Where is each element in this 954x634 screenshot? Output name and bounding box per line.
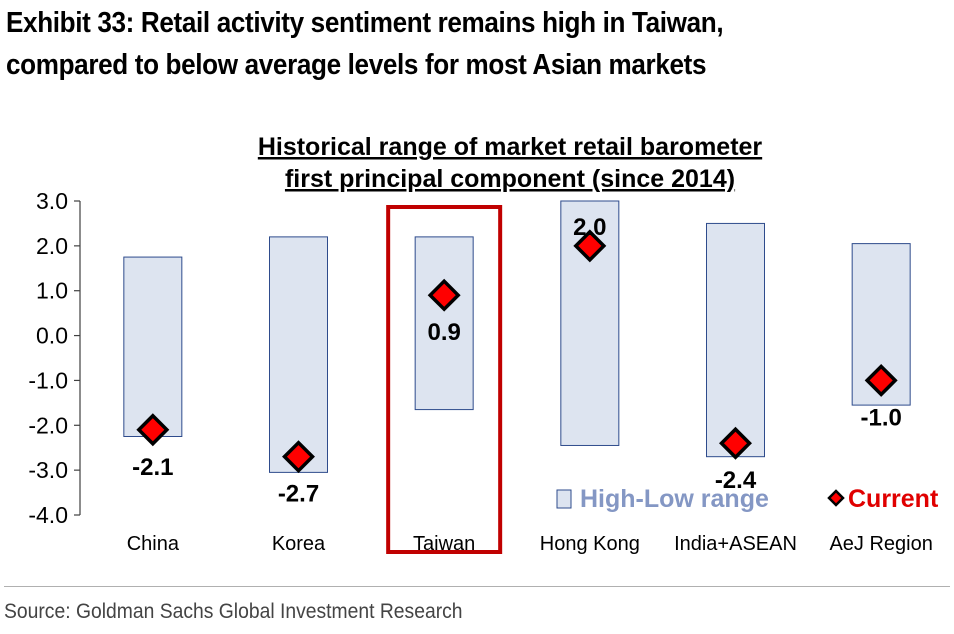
range-chart: Historical range of market retail barome… xyxy=(28,133,939,555)
range-bar xyxy=(414,236,474,411)
legend-range-label: High-Low range xyxy=(580,485,769,513)
x-tick-label: AeJ Region xyxy=(829,533,932,555)
current-label: -1.0 xyxy=(860,404,901,431)
y-tick-label: -4.0 xyxy=(28,502,68,528)
highlight-box xyxy=(386,205,503,554)
y-tick-label: -1.0 xyxy=(28,367,68,393)
x-tick-label: India+ASEAN xyxy=(674,533,797,555)
exhibit-title-line-2: compared to below average levels for mos… xyxy=(6,49,707,81)
x-axis-labels: China Korea Taiwan Hong Kong India+ASEAN AeJ … xyxy=(127,533,933,555)
chart-title: Historical range of market retail barome… xyxy=(258,133,763,193)
current-marker xyxy=(719,426,752,460)
x-tick-label: China xyxy=(127,533,180,555)
chart-title-line-2: first principal component (since 2014) xyxy=(285,165,735,193)
y-tick-label: 1.0 xyxy=(36,278,68,304)
source-note: Source: Goldman Sachs Global Investment … xyxy=(4,600,463,623)
current-marker xyxy=(864,363,898,397)
x-tick-label: Taiwan xyxy=(413,533,475,555)
x-tick-label: Korea xyxy=(272,533,326,555)
taiwan-highlight xyxy=(386,205,503,554)
x-tick-label: Hong Kong xyxy=(540,533,640,555)
current-label: -2.7 xyxy=(278,481,319,508)
y-axis: 3.0 2.0 1.0 0.0 -1.0 -2.0 -3.0 -4.0 xyxy=(28,188,81,528)
current-marker xyxy=(427,278,461,312)
range-bar xyxy=(269,236,328,473)
range-bar xyxy=(123,256,183,438)
chart-title-line-1: Historical range of market retail barome… xyxy=(258,133,763,161)
current-label: -2.1 xyxy=(132,454,173,481)
range-bar xyxy=(706,222,765,458)
current-label: -2.4 xyxy=(715,467,757,494)
current-label: 2.0 xyxy=(573,214,606,241)
range-bars xyxy=(123,200,911,473)
y-tick-label: -3.0 xyxy=(28,457,68,483)
y-tick-label: 0.0 xyxy=(36,323,68,349)
exhibit-title-line-1: Exhibit 33: Retail activity sentiment re… xyxy=(6,7,724,39)
current-marker xyxy=(282,440,315,474)
footer-divider xyxy=(4,586,950,587)
current-label: 0.9 xyxy=(427,319,460,346)
current-marker xyxy=(573,229,607,263)
legend-range-swatch xyxy=(556,489,572,509)
exhibit-title: Exhibit 33: Retail activity sentiment re… xyxy=(6,2,852,86)
legend: High-Low range Current xyxy=(556,485,939,513)
current-marker xyxy=(136,413,170,447)
legend-current-label: Current xyxy=(848,485,939,513)
y-tick-label: -2.0 xyxy=(28,412,68,438)
legend-current-swatch xyxy=(827,489,845,507)
y-tick-label: 3.0 xyxy=(36,188,68,214)
current-markers: -2.1 -2.7 0.9 2.0 -2.4 -1.0 xyxy=(132,214,902,508)
y-tick-label: 2.0 xyxy=(36,233,68,259)
